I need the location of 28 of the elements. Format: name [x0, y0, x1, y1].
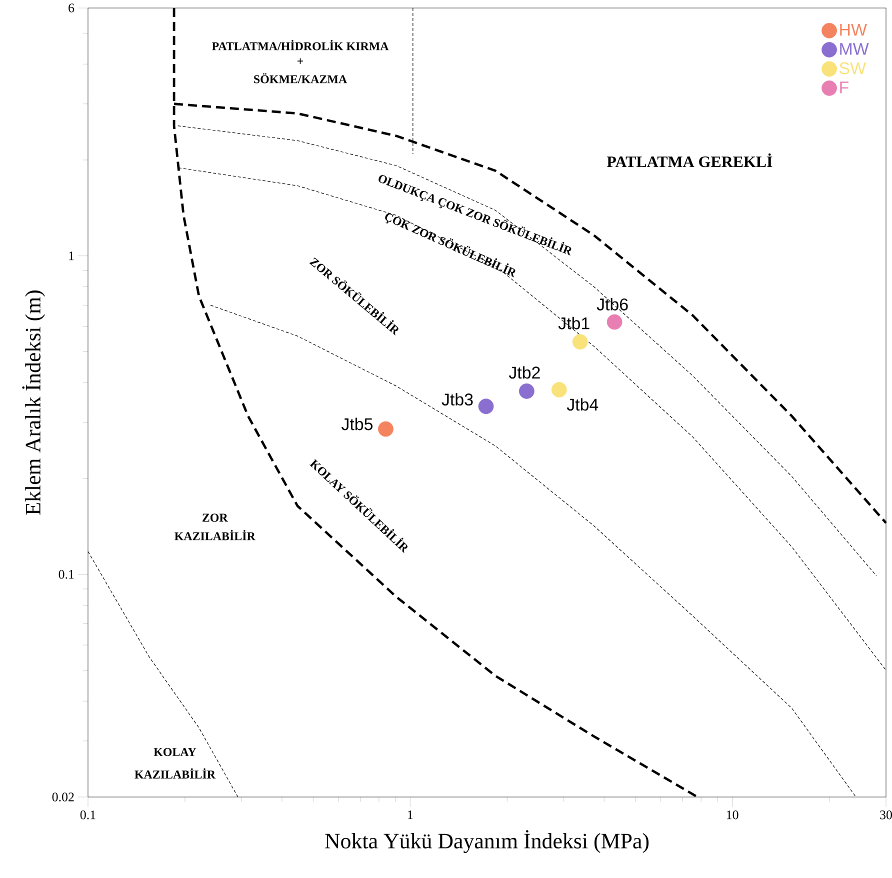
- annotation: PATLATMA/HİDROLİK KIRMA: [212, 40, 389, 50]
- annotation: SÖKME/KAZMA: [254, 73, 348, 84]
- y-tick-label: 6: [68, 4, 74, 12]
- x-tick-label: 1: [408, 810, 413, 820]
- annotation: KOLAY: [154, 748, 196, 756]
- legend-label: MW: [840, 43, 869, 55]
- annotation: Jtb2: [508, 366, 540, 379]
- legend-label: HW: [840, 24, 867, 36]
- x-axis-title: Nokta Yükü Dayanım İndeksi (MPa): [325, 830, 649, 853]
- legend-label: F: [840, 82, 848, 94]
- y-tick-label: 0.02: [52, 792, 74, 802]
- annotation: Jtb4: [566, 398, 598, 411]
- annotation: Jtb3: [442, 393, 473, 406]
- annotation: PATLATMA GEREKLİ: [606, 153, 772, 168]
- legend-label: SW: [840, 62, 866, 74]
- y-tick-label: 0.1: [58, 570, 74, 579]
- annotation: Jtb6: [596, 298, 628, 310]
- annotation: Jtb5: [341, 418, 373, 430]
- x-tick-label: 10: [726, 810, 738, 820]
- annotation: ZOR: [202, 514, 228, 522]
- x-tick-label: 0.1: [80, 810, 96, 820]
- annotation: KAZILABİLİR: [134, 768, 216, 778]
- annotation: +: [297, 58, 304, 64]
- annotation: Jtb1: [558, 316, 590, 330]
- annotation: KAZILABİLİR: [174, 530, 256, 540]
- y-tick-label: 1: [69, 252, 74, 260]
- y-axis-title: Eklem Aralık İndeksi (m): [22, 290, 45, 515]
- x-tick-label: 30: [880, 810, 892, 820]
